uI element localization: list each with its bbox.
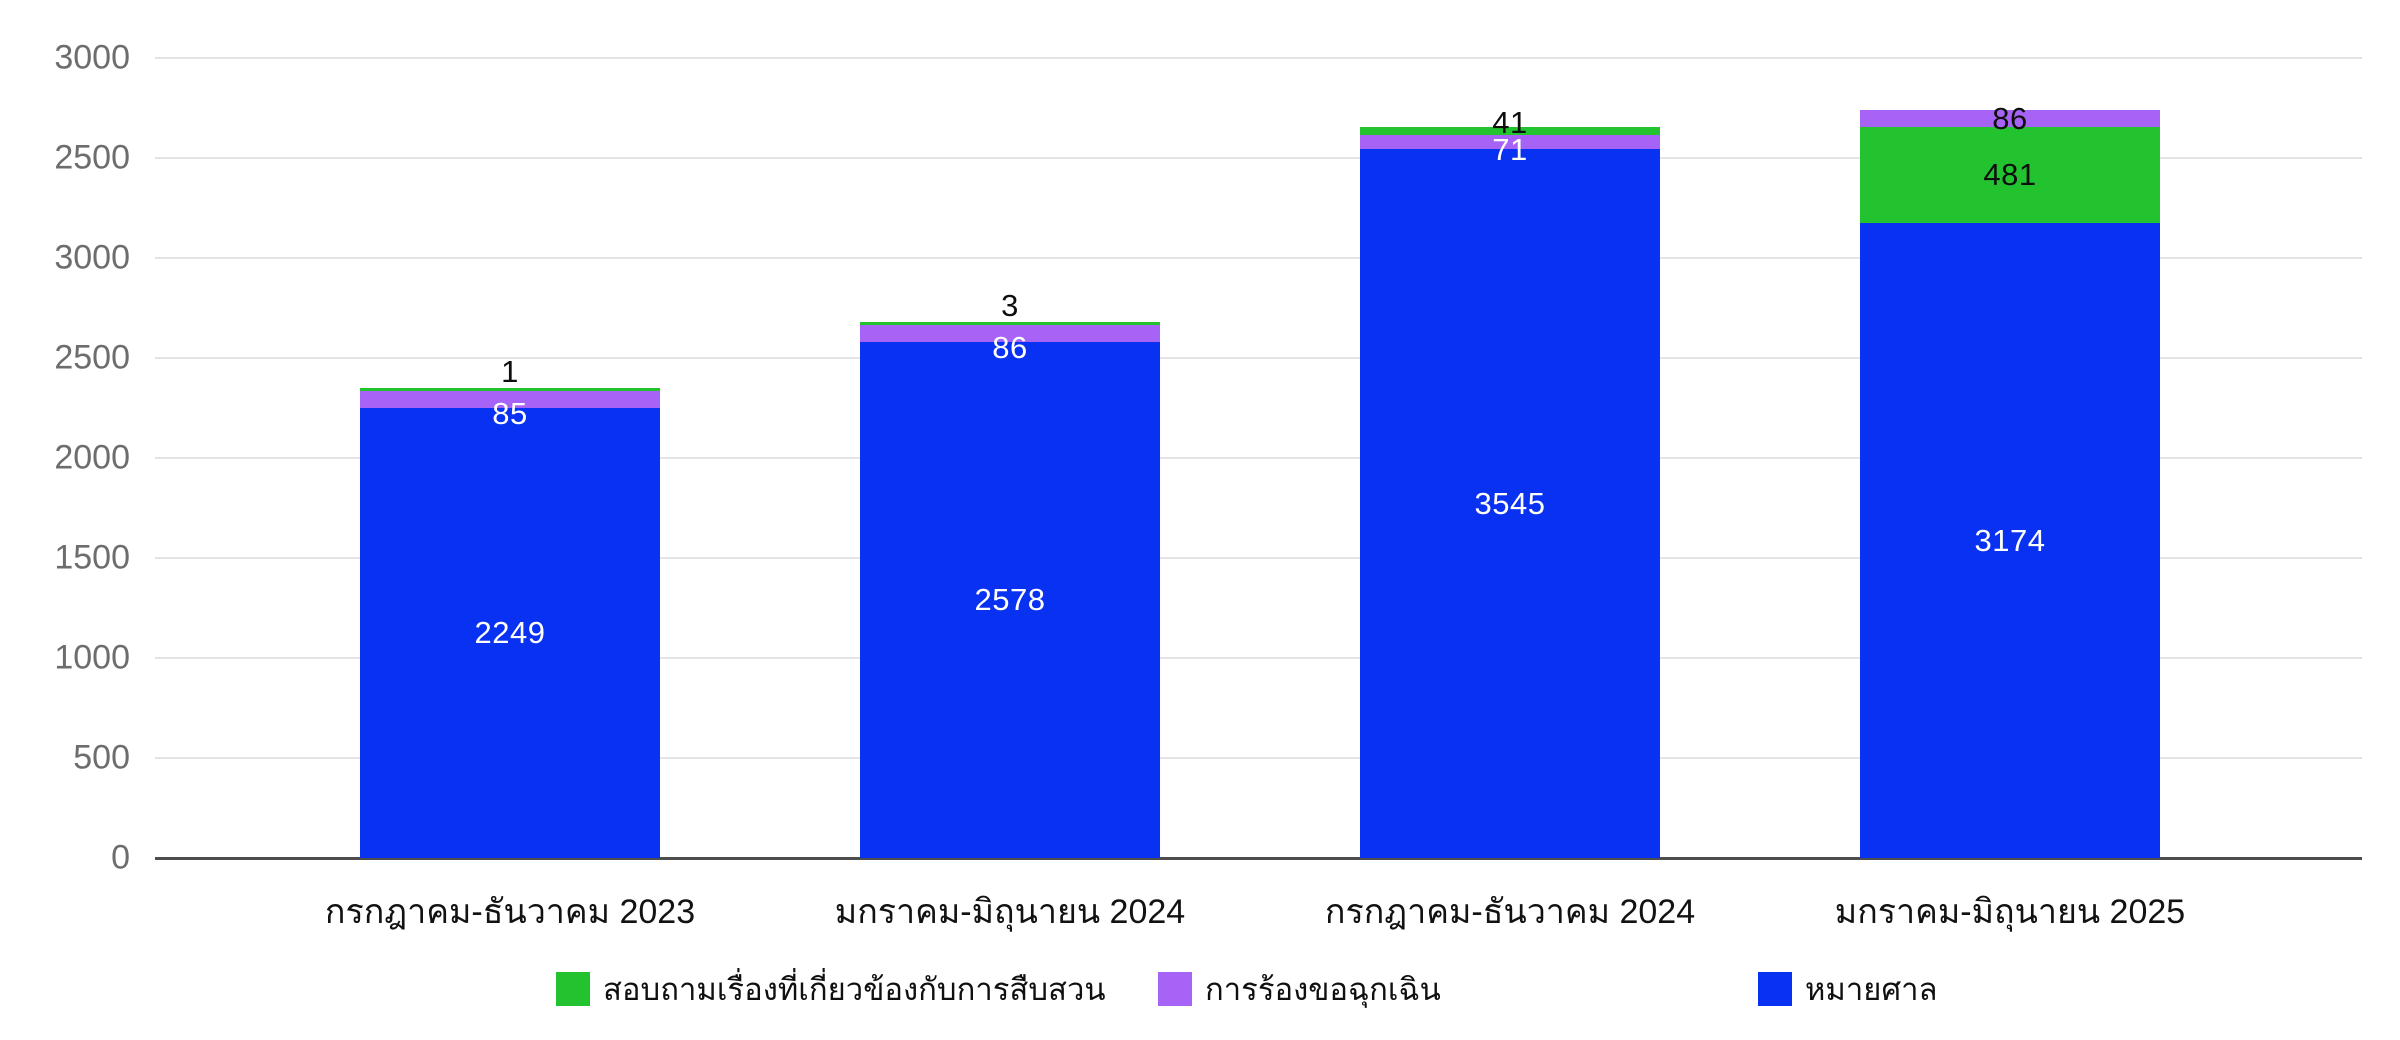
y-tick-label: 2000 — [54, 438, 130, 477]
legend-label: การร้องขอฉุกเฉิน — [1205, 972, 1441, 1007]
gridline — [155, 57, 2362, 59]
legend-item-purple[interactable]: การร้องขอฉุกเฉิน — [1158, 964, 1441, 1014]
y-tick-label: 500 — [73, 738, 130, 777]
value-label: 41 — [1492, 105, 1528, 140]
value-label: 2578 — [974, 582, 1046, 617]
gridline — [155, 557, 2362, 559]
gridline — [155, 457, 2362, 459]
legend-label: สอบถามเรื่องที่เกี่ยวข้องกับการสืบสวน — [603, 972, 1106, 1007]
y-tick-label: 1500 — [54, 538, 130, 577]
y-tick-label: 2500 — [54, 338, 130, 377]
value-label: 481 — [1983, 157, 2037, 192]
y-tick-label: 3000 — [54, 238, 130, 277]
bar-segment-purple[interactable] — [360, 391, 660, 408]
y-tick-label: 3000 — [54, 38, 130, 77]
legend-item-green[interactable]: สอบถามเรื่องที่เกี่ยวข้องกับการสืบสวน — [556, 964, 1106, 1014]
legend-swatch-green — [556, 972, 590, 1006]
gridline — [155, 657, 2362, 659]
gridline — [155, 357, 2362, 359]
value-label: 71 — [1492, 132, 1528, 167]
value-label: 2249 — [474, 615, 546, 650]
legend-label: หมายศาล — [1805, 972, 1938, 1007]
value-label: 86 — [992, 329, 1028, 365]
legend-swatch-blue — [1758, 972, 1792, 1006]
value-label: 3545 — [1474, 485, 1546, 521]
gridline — [155, 157, 2362, 159]
x-axis-line — [155, 857, 2362, 860]
y-tick-label: 2500 — [54, 138, 130, 177]
value-label: 3174 — [1974, 522, 2046, 558]
x-category-label: มกราคม-มิถุนายน 2024 — [834, 893, 1186, 931]
gridline — [155, 757, 2362, 759]
bar-segment-purple[interactable] — [1360, 135, 1660, 149]
value-label: 86 — [1992, 100, 2028, 136]
legend-swatch-purple — [1158, 972, 1192, 1006]
x-category-label: มกราคม-มิถุนายน 2025 — [1834, 893, 2186, 931]
bar-segment-blue[interactable] — [1360, 149, 1660, 858]
bar-segment-green[interactable] — [860, 322, 1160, 325]
value-label: 1 — [501, 354, 519, 389]
bar-segment-blue[interactable] — [1860, 223, 2160, 858]
value-label: 85 — [492, 395, 528, 431]
bar-segment-blue[interactable] — [360, 408, 660, 858]
bar-segment-green[interactable] — [1360, 127, 1660, 135]
gridline — [155, 257, 2362, 259]
bar-segment-purple[interactable] — [860, 325, 1160, 342]
legend-item-blue[interactable]: หมายศาล — [1758, 964, 1938, 1014]
bar-segment-purple[interactable] — [1860, 110, 2160, 127]
bar-segment-green[interactable] — [1860, 127, 2160, 223]
x-category-label: กรกฎาคม-ธันวาคม 2024 — [1324, 893, 1696, 931]
y-tick-label: 1000 — [54, 638, 130, 677]
bar-segment-blue[interactable] — [860, 342, 1160, 858]
x-category-label: กรกฎาคม-ธันวาคม 2023 — [324, 893, 696, 931]
y-tick-label: 0 — [111, 838, 130, 877]
value-label: 3 — [1001, 288, 1019, 323]
bar-segment-green[interactable] — [360, 388, 660, 391]
